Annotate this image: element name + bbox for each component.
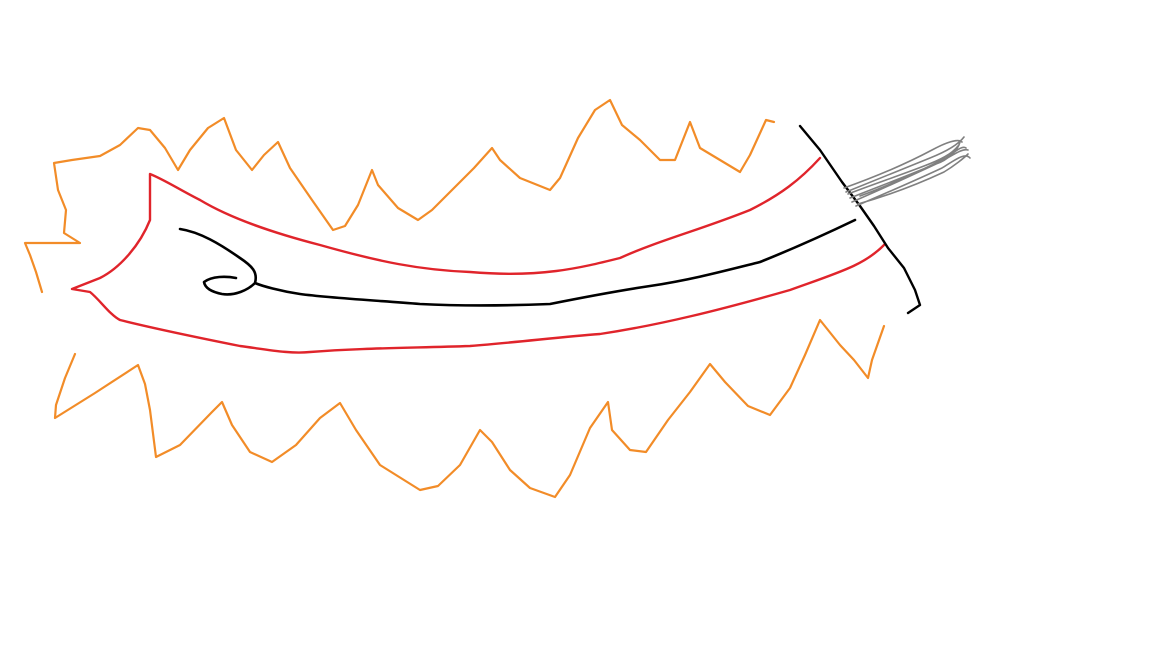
blade-outline (70, 156, 887, 354)
tassel-scribble (843, 136, 971, 207)
upper-flame-outline (23, 98, 776, 294)
hilt-guard (798, 124, 922, 315)
lower-flame-outline (53, 318, 886, 499)
blade-edge-line (178, 218, 857, 307)
